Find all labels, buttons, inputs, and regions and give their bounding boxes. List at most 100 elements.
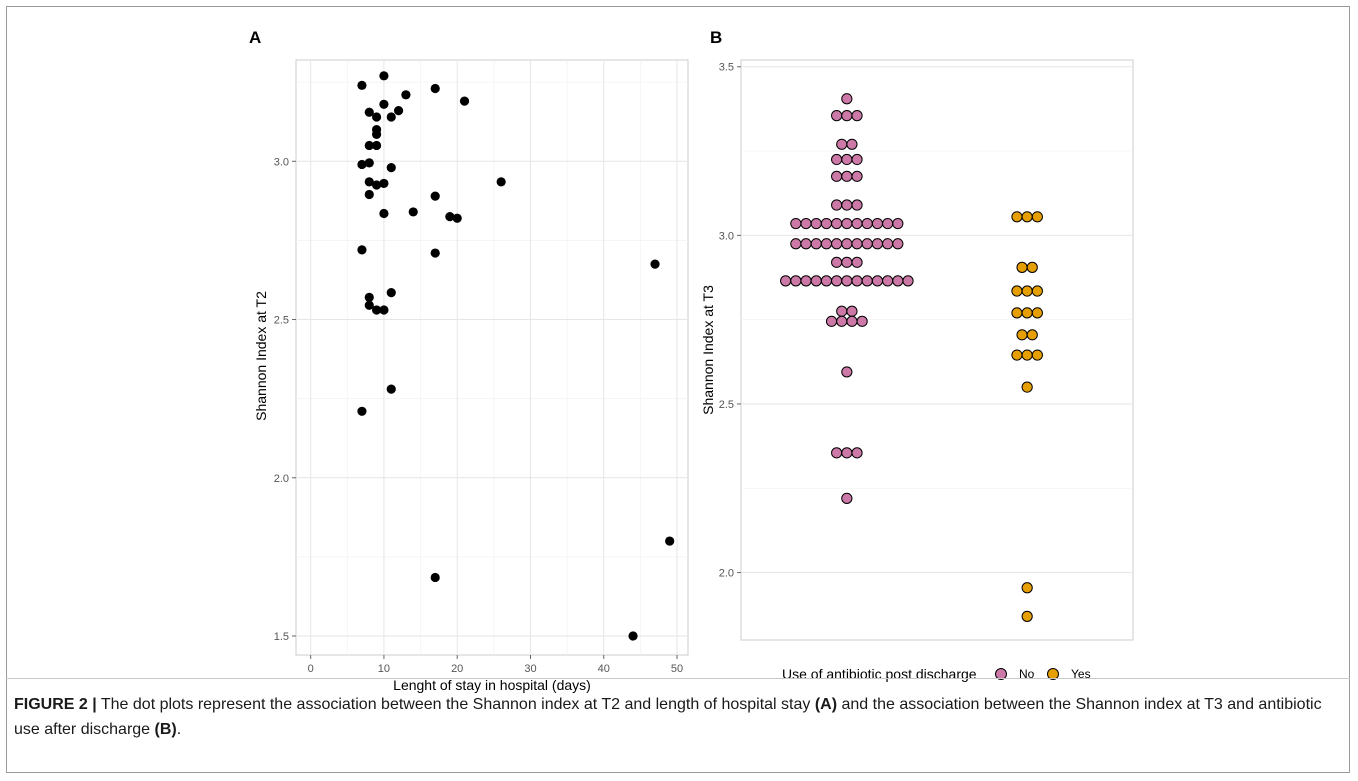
dot-no <box>841 170 853 182</box>
caption-ref-b: (B) <box>154 721 177 738</box>
panel-a: A 0 10 20 30 40 50 1.5 2.0 2.5 3.0 Lenght of stay… <box>249 28 689 693</box>
scatter-point <box>371 129 382 139</box>
scatter-point <box>371 112 382 122</box>
dot-no <box>790 217 802 230</box>
dot-no <box>800 238 812 250</box>
y-tick-label: 2.5 <box>719 399 734 411</box>
x-tick-label: 30 <box>524 663 536 675</box>
dot-no <box>851 256 863 268</box>
dot-yes <box>1011 349 1023 361</box>
figure-frame <box>6 6 1350 773</box>
dot-no <box>790 238 802 250</box>
figure-caption: FIGURE 2 | The dot plots represent the a… <box>14 692 1344 742</box>
dot-no <box>820 238 833 250</box>
dot-no <box>825 315 838 327</box>
dot-yes <box>1026 329 1038 341</box>
y-tick-label: 1.5 <box>274 631 289 643</box>
scatter-point <box>386 288 396 298</box>
dot-no <box>861 217 873 230</box>
panel-a-label: A <box>249 28 261 47</box>
scatter-point <box>371 180 382 190</box>
scatter-point <box>496 177 506 187</box>
dot-no <box>856 315 868 327</box>
dot-no <box>861 238 873 250</box>
dot-yes <box>1011 285 1023 297</box>
panel-b-grid <box>741 66 1133 574</box>
dot-no <box>800 275 812 287</box>
panel-b-label: B <box>710 28 722 47</box>
caption-text-2: and the association between the Shannon … <box>14 696 1322 738</box>
x-tick-label: 40 <box>598 663 610 675</box>
scatter-point <box>371 305 382 315</box>
panel-a-x-axis-label: Lenght of stay in hospital (days) <box>393 677 591 693</box>
panel-a-grid <box>296 60 688 655</box>
scatter-point <box>452 213 462 223</box>
y-tick-label: 2.5 <box>274 315 289 327</box>
scatter-point <box>357 80 367 90</box>
dot-no <box>871 238 884 250</box>
scatter-point <box>371 140 382 151</box>
caption-label: FIGURE 2 | <box>14 696 97 713</box>
scatter-point <box>459 96 470 106</box>
dot-no <box>841 366 853 378</box>
dot-no <box>800 217 812 230</box>
dot-no <box>892 275 904 287</box>
panel-b-y-axis-label: Shannon Index at T3 <box>700 285 716 415</box>
x-tick-label: 50 <box>671 663 683 675</box>
dot-no <box>851 217 863 230</box>
dot-no <box>841 153 853 166</box>
scatter-point <box>445 212 455 222</box>
x-tick-label: 20 <box>451 663 463 675</box>
dot-no <box>851 199 863 211</box>
dot-no <box>831 275 843 287</box>
x-tick-label: 10 <box>378 663 390 675</box>
panel-b: B 2.0 2.5 3.0 3.5 Shannon Index at T3 Use o… <box>700 28 1134 682</box>
dot-no <box>841 447 853 459</box>
dot-yes <box>1031 285 1043 297</box>
caption-text-3: . <box>176 721 182 738</box>
scatter-point <box>364 158 374 168</box>
dot-no <box>851 153 863 166</box>
scatter-point <box>364 140 374 151</box>
dot-yes <box>1031 307 1043 319</box>
dot-no <box>831 110 843 122</box>
scatter-point <box>665 536 675 546</box>
dot-no <box>831 199 843 211</box>
scatter-point <box>357 159 367 170</box>
dot-no <box>851 275 863 287</box>
scatter-point <box>401 90 411 100</box>
panel-b-ticks: 2.0 2.5 3.0 3.5 <box>719 62 741 580</box>
dot-no <box>851 170 863 182</box>
legend-label-yes: Yes <box>1071 667 1091 681</box>
dot-no <box>882 238 894 250</box>
panel-a-ticks: 0 10 20 30 40 50 1.5 2.0 2.5 3.0 <box>274 156 683 675</box>
dot-no <box>892 217 904 230</box>
scatter-point <box>364 189 374 200</box>
dot-yes <box>1021 285 1033 297</box>
dot-no <box>882 275 894 287</box>
scatter-point <box>430 248 440 258</box>
dot-no <box>846 315 858 327</box>
legend-title: Use of antibiotic post discharge <box>782 666 977 682</box>
dot-no <box>810 238 822 250</box>
scatter-point <box>379 305 389 315</box>
scatter-point <box>650 259 660 269</box>
dot-no <box>892 238 904 250</box>
dot-yes <box>1021 381 1033 393</box>
scatter-point <box>379 99 389 109</box>
panel-b-plot-area <box>740 59 1134 641</box>
dot-yes <box>1031 211 1043 223</box>
dot-yes <box>1031 349 1043 361</box>
dot-yes <box>1026 261 1038 273</box>
dot-no <box>861 275 873 287</box>
dot-no <box>841 492 853 504</box>
scatter-point <box>364 107 374 117</box>
panel-b-legend: Use of antibiotic post discharge No Yes <box>782 666 1091 682</box>
legend-swatch-yes <box>1047 668 1059 680</box>
scatter-point <box>386 384 396 394</box>
scatter-point <box>628 631 638 641</box>
dot-yes <box>1011 211 1023 223</box>
dot-no <box>836 138 848 150</box>
dot-no <box>831 447 843 459</box>
